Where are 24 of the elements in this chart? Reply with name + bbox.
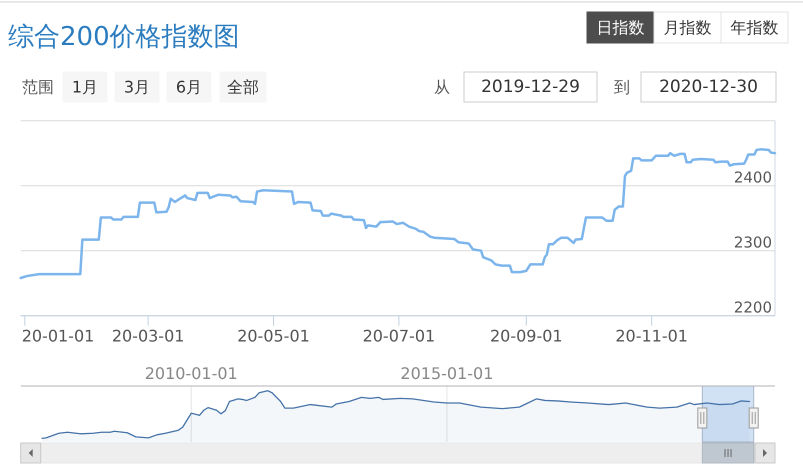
text: 2020-12-30 (659, 77, 758, 97)
text: 6月 (176, 78, 202, 96)
x-tick-label: 20-05-01 (237, 326, 310, 346)
y-tick-label: 2300 (734, 234, 772, 252)
y-tick-label: 2200 (734, 298, 772, 317)
x-tick-label: 20-01-01 (22, 326, 94, 346)
text: 2019-12-29 (481, 77, 580, 97)
y-tick-label: 2400 (734, 168, 772, 187)
x-tick-label: 2015-01-01 (400, 364, 494, 383)
x-tick-label: 20-03-01 (112, 326, 184, 346)
text: 从 (434, 78, 450, 96)
text: 1月 (72, 78, 98, 96)
x-tick-label: 20-07-01 (362, 326, 436, 346)
x-tick-label: 20-09-01 (490, 326, 563, 346)
chart-title: 综合200价格指数图 (8, 22, 240, 52)
x-tick-label: 20-11-01 (615, 326, 688, 346)
text: 全部 (227, 78, 259, 96)
text: 范围 (22, 78, 54, 96)
text: 年指数 (730, 18, 778, 37)
text: 日指数 (596, 18, 644, 37)
text: 3月 (124, 78, 150, 96)
text: 到 (614, 78, 630, 96)
text: 月指数 (664, 18, 712, 37)
x-tick-label: 2010-01-01 (144, 364, 238, 383)
